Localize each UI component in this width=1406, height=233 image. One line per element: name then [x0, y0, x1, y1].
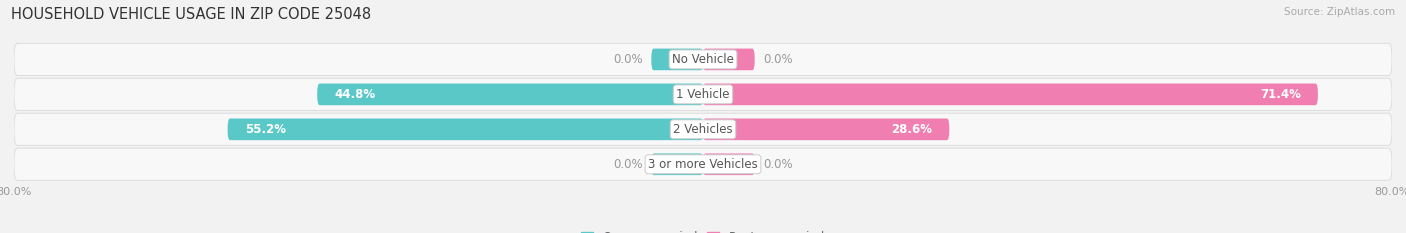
- Text: Source: ZipAtlas.com: Source: ZipAtlas.com: [1284, 7, 1395, 17]
- FancyBboxPatch shape: [14, 113, 1392, 145]
- FancyBboxPatch shape: [703, 153, 755, 175]
- Text: 44.8%: 44.8%: [335, 88, 375, 101]
- FancyBboxPatch shape: [651, 49, 703, 70]
- FancyBboxPatch shape: [651, 153, 703, 175]
- Text: No Vehicle: No Vehicle: [672, 53, 734, 66]
- Text: 0.0%: 0.0%: [613, 53, 643, 66]
- Text: 0.0%: 0.0%: [613, 158, 643, 171]
- FancyBboxPatch shape: [703, 118, 949, 140]
- FancyBboxPatch shape: [703, 83, 1317, 105]
- Text: 0.0%: 0.0%: [763, 158, 793, 171]
- Text: 2 Vehicles: 2 Vehicles: [673, 123, 733, 136]
- FancyBboxPatch shape: [14, 78, 1392, 110]
- Legend: Owner-occupied, Renter-occupied: Owner-occupied, Renter-occupied: [576, 226, 830, 233]
- Text: 0.0%: 0.0%: [763, 53, 793, 66]
- Text: 55.2%: 55.2%: [245, 123, 285, 136]
- Text: HOUSEHOLD VEHICLE USAGE IN ZIP CODE 25048: HOUSEHOLD VEHICLE USAGE IN ZIP CODE 2504…: [11, 7, 371, 22]
- Text: 71.4%: 71.4%: [1260, 88, 1301, 101]
- FancyBboxPatch shape: [14, 43, 1392, 75]
- Text: 3 or more Vehicles: 3 or more Vehicles: [648, 158, 758, 171]
- FancyBboxPatch shape: [14, 148, 1392, 180]
- Text: 1 Vehicle: 1 Vehicle: [676, 88, 730, 101]
- FancyBboxPatch shape: [318, 83, 703, 105]
- Text: 28.6%: 28.6%: [891, 123, 932, 136]
- FancyBboxPatch shape: [703, 49, 755, 70]
- FancyBboxPatch shape: [228, 118, 703, 140]
